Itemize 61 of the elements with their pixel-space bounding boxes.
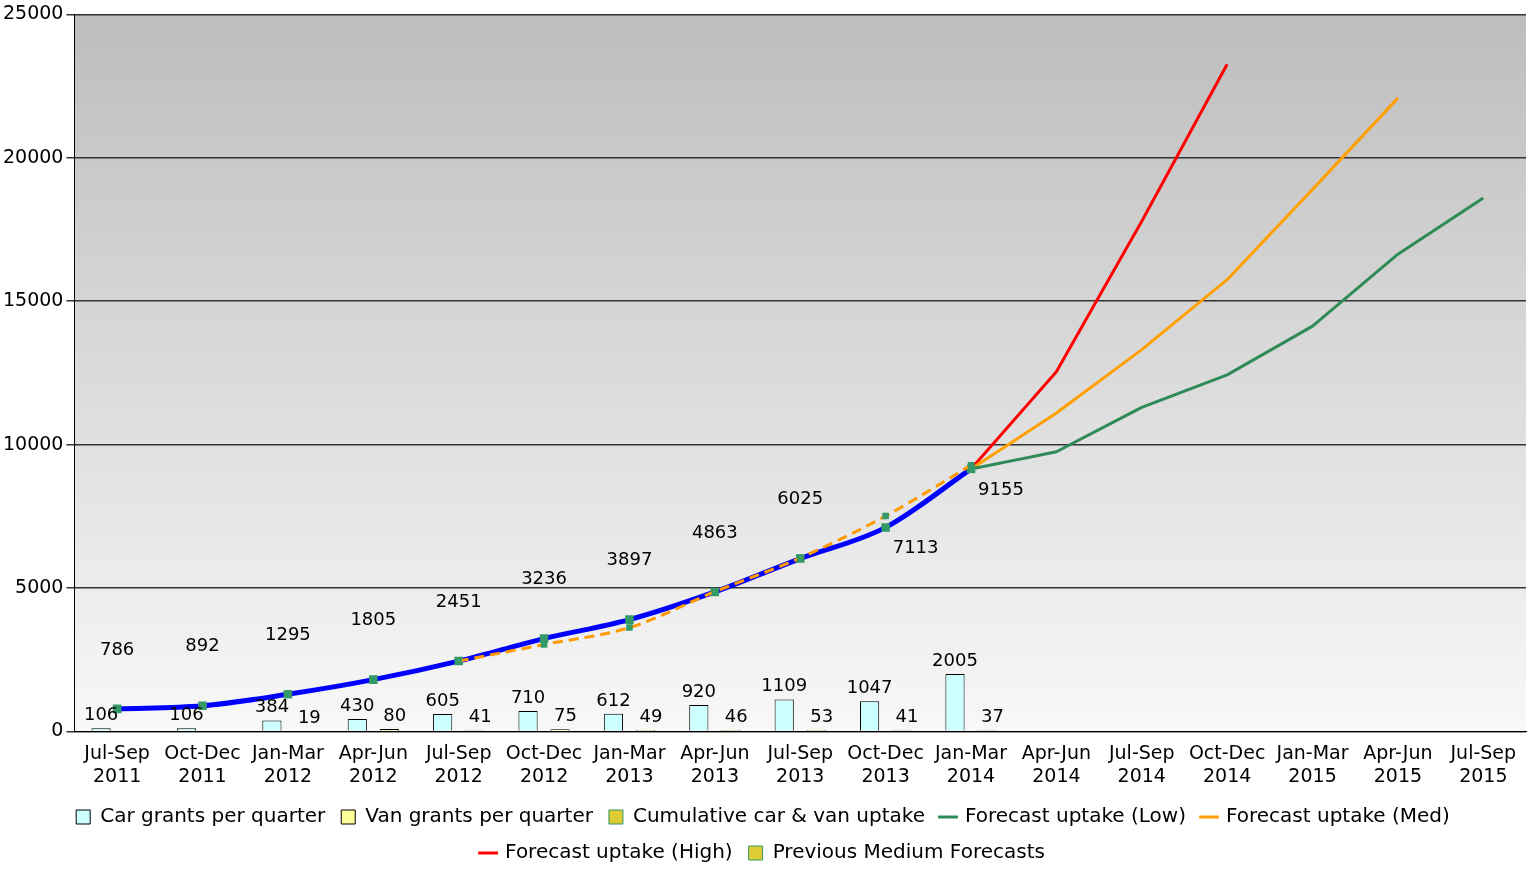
x-tick-label: Jul-Sep 2014 <box>1107 740 1175 786</box>
x-tick-label: Jan-Mar 2013 <box>592 740 666 786</box>
y-tick-label: 0 <box>51 718 64 741</box>
data-label: 710 <box>510 685 546 707</box>
data-label: 6025 <box>777 487 824 509</box>
data-label: 53 <box>810 704 834 726</box>
data-label: 106 <box>169 703 204 725</box>
legend-label: Forecast uptake (Low) <box>965 803 1186 828</box>
y-tick-label: 10000 <box>2 431 64 454</box>
data-label: 430 <box>340 693 375 715</box>
data-label: 7113 <box>892 536 939 558</box>
data-label: 1109 <box>761 674 808 696</box>
data-label: 41 <box>895 704 919 726</box>
data-label: 2005 <box>932 648 978 670</box>
data-label: 2451 <box>435 589 482 611</box>
data-label: 4863 <box>691 520 738 542</box>
legend-label: Forecast uptake (Med) <box>1225 803 1450 828</box>
x-tick-label: Jul-Sep 2013 <box>766 740 834 786</box>
data-label: 3236 <box>521 567 567 589</box>
x-tick-label: Apr-Jun 2013 <box>680 740 750 786</box>
x-tick-label: Jan-Mar 2014 <box>933 740 1008 786</box>
legend-label: Van grants per quarter <box>365 803 594 828</box>
data-label: 3897 <box>606 548 653 570</box>
data-label: 46 <box>724 704 748 726</box>
x-tick-label: Oct-Dec 2014 <box>1188 740 1266 786</box>
data-label: 920 <box>681 679 717 701</box>
legend-label: Car grants per quarter <box>100 803 327 828</box>
legend-label: Forecast uptake (High) <box>505 839 733 864</box>
x-tick-label: Oct-Dec 2011 <box>164 740 241 786</box>
data-label: 1295 <box>265 622 311 644</box>
x-tick-label: Apr-Jun 2014 <box>1021 740 1092 786</box>
y-tick-label: 15000 <box>2 288 64 311</box>
data-label: 37 <box>981 705 1004 727</box>
x-tick-label: Apr-Jun 2015 <box>1363 740 1433 786</box>
x-tick-label: Apr-Jun 2012 <box>338 740 408 786</box>
x-tick-label: Jan-Mar 2012 <box>250 740 325 786</box>
data-label: 19 <box>297 705 321 727</box>
data-label: 1047 <box>846 676 893 698</box>
data-label: 49 <box>639 704 663 726</box>
x-tick-label: Oct-Dec 2013 <box>847 740 924 786</box>
x-tick-label: Jul-Sep 2015 <box>1449 740 1517 786</box>
data-label: 786 <box>99 637 135 659</box>
data-label: 80 <box>383 703 407 725</box>
y-tick-label: 5000 <box>15 574 64 597</box>
x-tick-label: Jul-Sep 2012 <box>424 740 492 786</box>
data-label: 605 <box>425 688 460 710</box>
data-label: 612 <box>596 688 631 710</box>
x-tick-label: Oct-Dec 2012 <box>505 740 583 786</box>
legend-label: Previous Medium Forecasts <box>772 839 1045 864</box>
data-label: 75 <box>554 703 577 725</box>
data-label: 1805 <box>350 608 397 630</box>
y-tick-label: 20000 <box>2 144 64 167</box>
data-label: 9155 <box>978 477 1024 499</box>
legend-label: Cumulative car & van uptake <box>632 803 925 828</box>
x-tick-label: Jul-Sep 2011 <box>83 740 150 786</box>
data-label: 106 <box>83 703 119 725</box>
data-label: 384 <box>254 695 290 717</box>
y-tick-label: 25000 <box>2 1 64 24</box>
data-label: 892 <box>185 634 220 656</box>
data-label: 41 <box>468 704 492 726</box>
x-tick-label: Jan-Mar 2015 <box>1275 740 1349 786</box>
